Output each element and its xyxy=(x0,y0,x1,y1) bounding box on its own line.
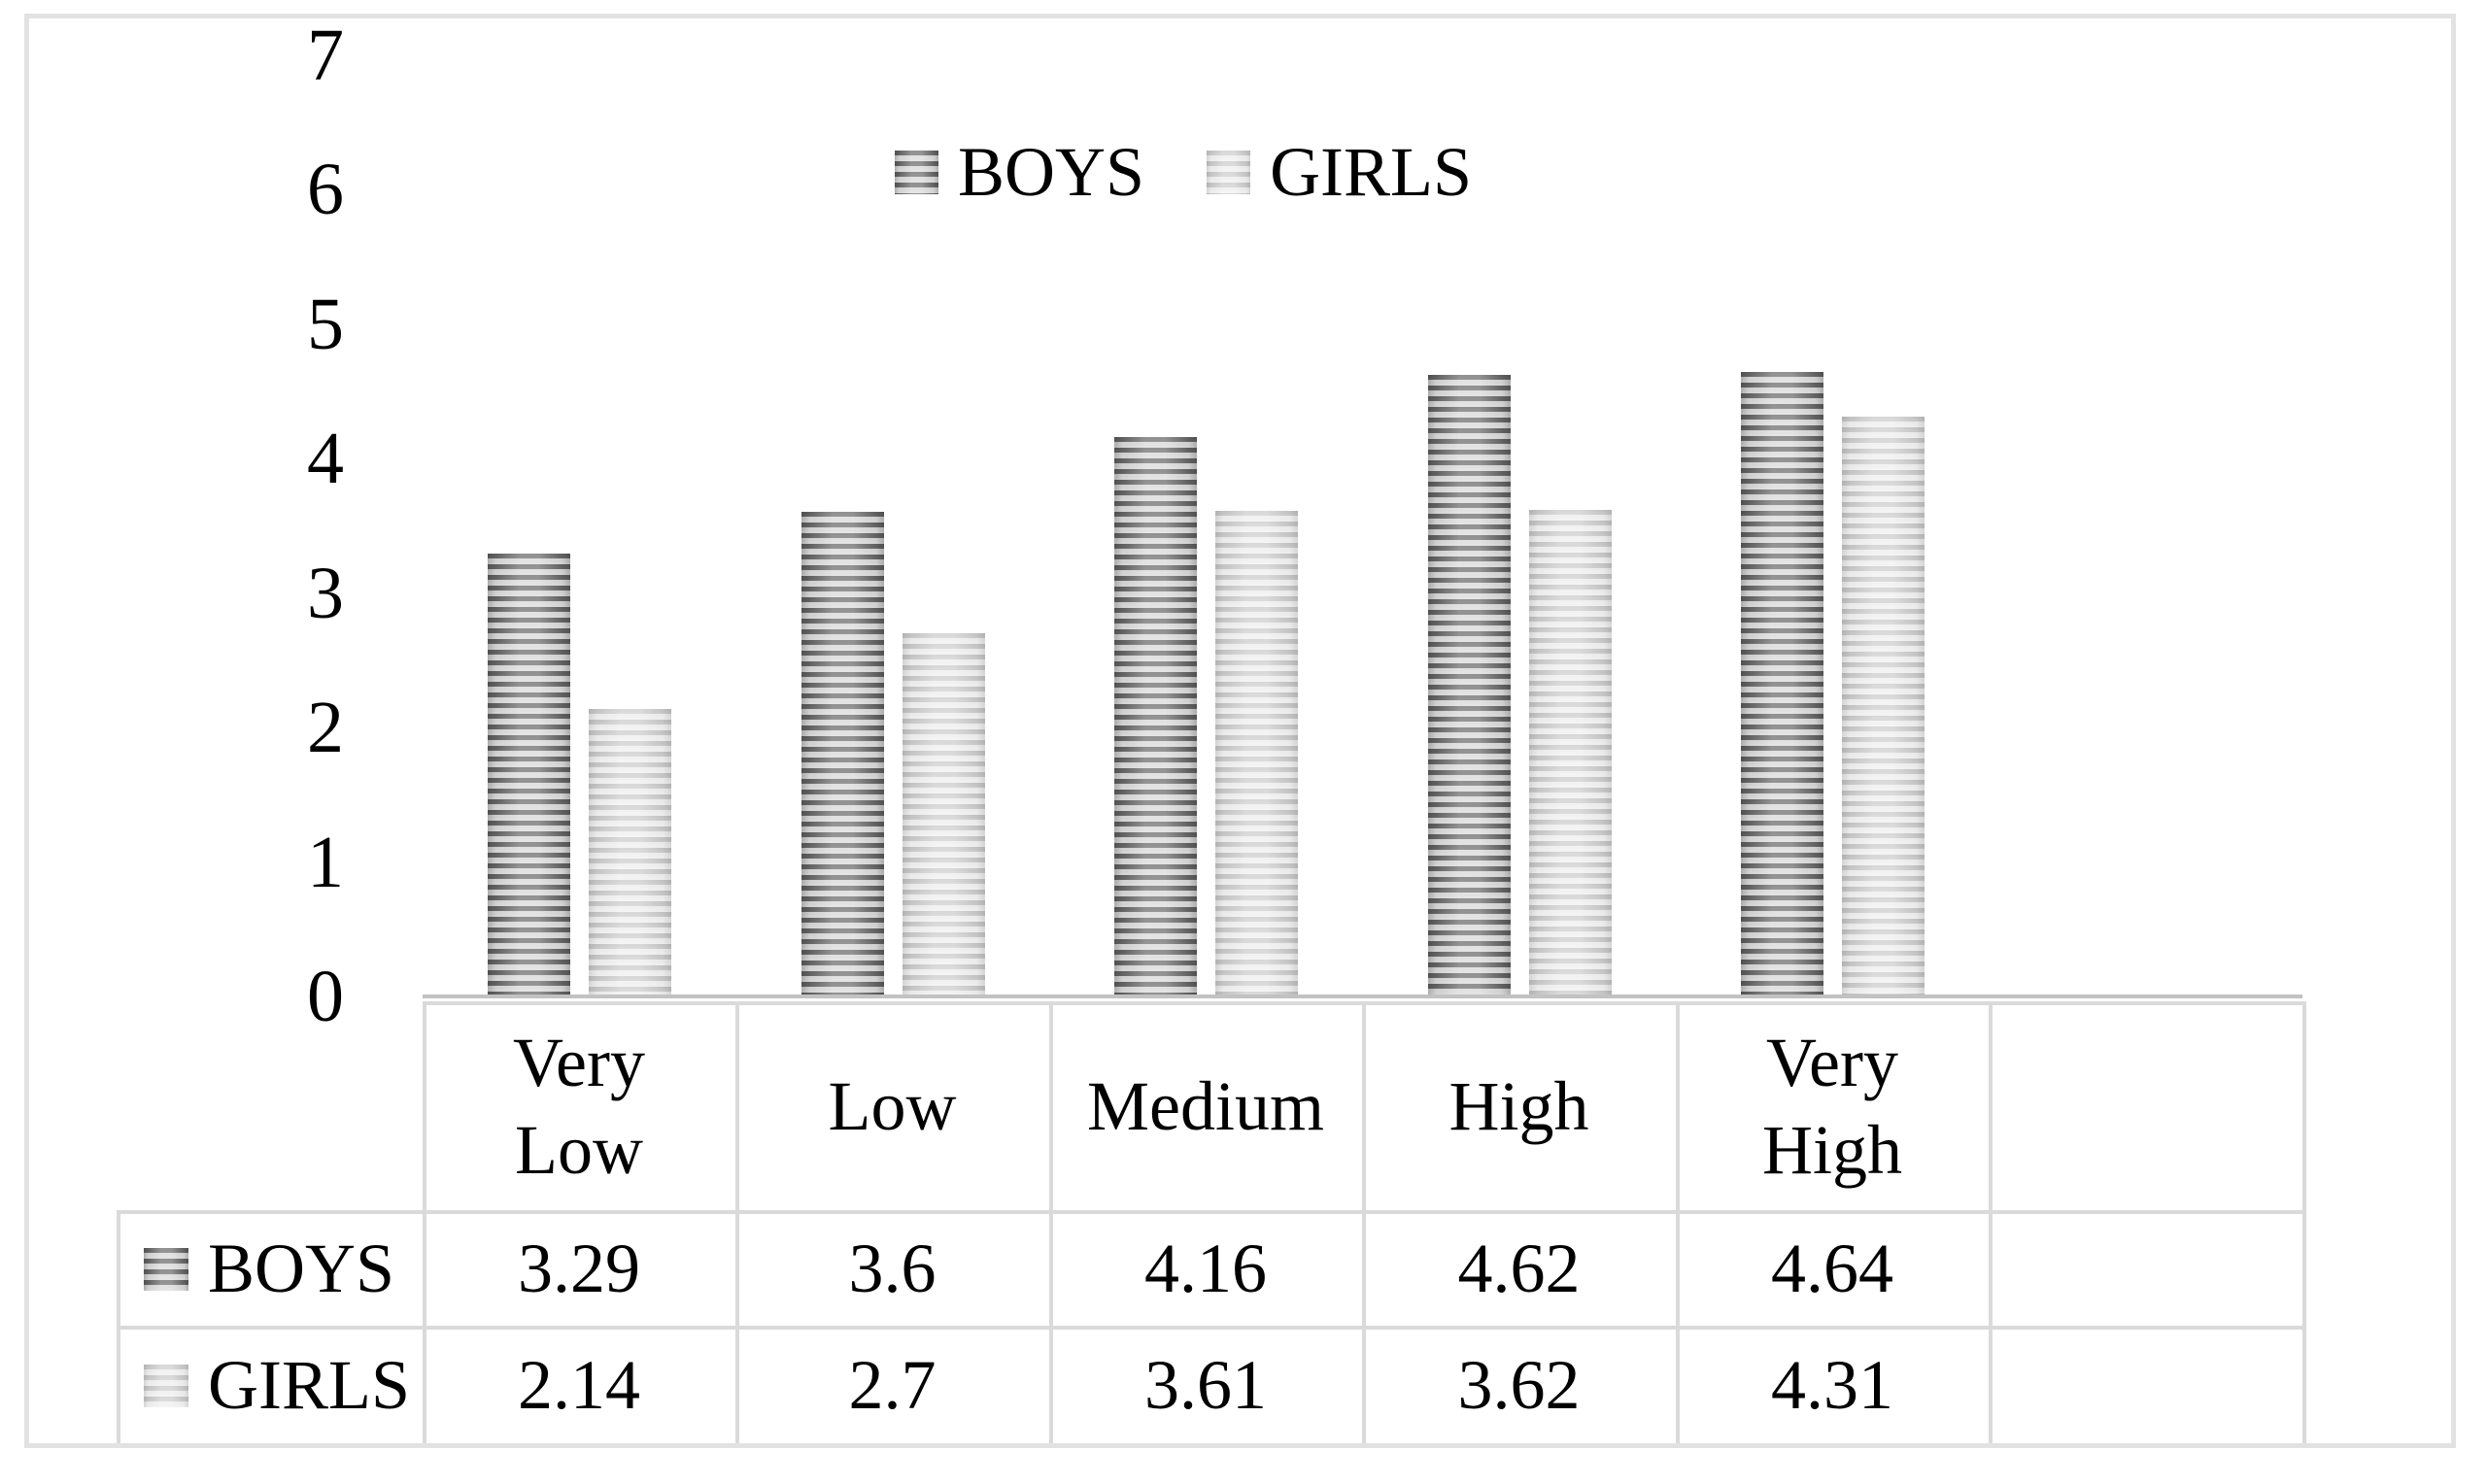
table-column-border-1 xyxy=(735,1001,739,1443)
bar-boys-medium xyxy=(1114,437,1197,996)
legend: BOYS GIRLS xyxy=(895,133,1472,211)
y-axis-label-4: 4 xyxy=(307,418,344,499)
table-column-border-4 xyxy=(1676,1001,1680,1443)
y-axis-label-2: 2 xyxy=(307,687,344,768)
legend-item-boys: BOYS xyxy=(895,132,1144,213)
y-axis-label-6: 6 xyxy=(307,149,344,230)
legend-item-girls: GIRLS xyxy=(1207,132,1472,213)
table-header-very-high: Very High xyxy=(1762,1023,1902,1189)
table-cell-boys-3: 4.62 xyxy=(1457,1230,1581,1307)
table-cell-boys-5 xyxy=(1989,1214,2302,1324)
bar-boys-very-high xyxy=(1741,372,1823,996)
bar-girls-high xyxy=(1528,510,1612,996)
table-cell-girls-5 xyxy=(1989,1330,2302,1441)
legend-swatch-boys xyxy=(895,150,938,194)
table-row-divider xyxy=(117,1326,2302,1330)
table-cell-boys-2: 4.16 xyxy=(1144,1230,1267,1307)
bar-boys-very-low xyxy=(488,554,570,996)
table-column-border-0 xyxy=(423,1001,426,1443)
bar-girls-very-high xyxy=(1842,417,1925,996)
legend-label: GIRLS xyxy=(1270,132,1473,211)
table-cell-girls-4: 4.31 xyxy=(1771,1346,1893,1424)
table-cell-girls-3: 3.62 xyxy=(1457,1346,1581,1424)
y-axis-label-0: 0 xyxy=(307,956,344,1037)
bar-girls-medium xyxy=(1215,511,1298,996)
table-header-very-low: Very Low xyxy=(513,1023,645,1189)
table-column-border-2 xyxy=(1049,1001,1053,1443)
table-header-medium: Medium xyxy=(1087,1066,1324,1145)
table-label-column-border xyxy=(117,1210,120,1443)
table-cell-boys-1: 3.6 xyxy=(848,1230,937,1307)
table-cell-boys-0: 3.29 xyxy=(518,1230,640,1307)
table-column-border-3 xyxy=(1362,1001,1366,1443)
bar-girls-low xyxy=(902,633,985,996)
y-axis-label-1: 1 xyxy=(307,821,344,903)
y-axis-label-3: 3 xyxy=(307,552,344,634)
table-row-label-girls: GIRLS xyxy=(120,1330,419,1441)
table-cell-girls-2: 3.61 xyxy=(1144,1346,1267,1424)
table-cell-girls-1: 2.7 xyxy=(848,1346,937,1424)
y-axis-label-7: 7 xyxy=(307,14,344,96)
bar-girls-very-low xyxy=(589,709,671,996)
figure-border-top xyxy=(24,14,2456,18)
table-header-low: Low xyxy=(828,1066,957,1145)
row-label-text: BOYS xyxy=(208,1230,395,1307)
y-axis-label-5: 5 xyxy=(307,283,344,365)
figure-border-right xyxy=(2451,14,2456,1448)
table-column-border-5 xyxy=(1989,1001,1993,1443)
bar-boys-low xyxy=(801,512,884,996)
legend-label: BOYS xyxy=(958,132,1145,211)
x-axis-line xyxy=(423,995,2302,998)
row-swatch-boys xyxy=(144,1247,188,1291)
figure-border-bottom xyxy=(24,1443,2456,1448)
legend-swatch-girls xyxy=(1207,150,1251,194)
table-cell-girls-0: 2.14 xyxy=(518,1346,640,1424)
row-swatch-girls xyxy=(144,1364,188,1407)
table-row-label-boys: BOYS xyxy=(120,1214,419,1324)
table-header-empty xyxy=(1993,1005,2299,1206)
figure-border-left xyxy=(24,14,29,1448)
table-cell-boys-4: 4.64 xyxy=(1771,1230,1893,1307)
table-column-border-6 xyxy=(2302,1001,2306,1443)
bar-boys-high xyxy=(1427,375,1511,996)
row-label-text: GIRLS xyxy=(208,1346,411,1424)
table-header-bottom-border xyxy=(117,1210,2302,1214)
table-header-high: High xyxy=(1448,1066,1589,1145)
